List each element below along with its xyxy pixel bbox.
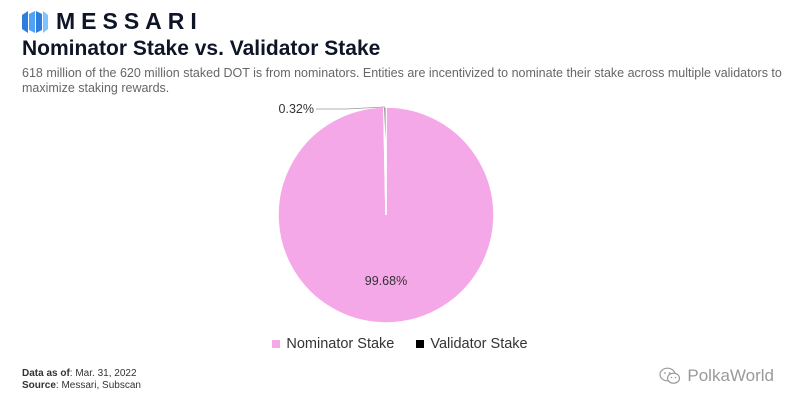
data-date-line: Data as of: Mar. 31, 2022 <box>22 368 141 380</box>
legend-item-validator: Validator Stake <box>416 336 528 352</box>
leader-line-validator <box>316 106 385 110</box>
watermark: PolkaWorld <box>659 366 774 386</box>
source-label: Source <box>22 380 56 391</box>
chart-subtitle: 618 million of the 620 million staked DO… <box>22 66 782 95</box>
pie-chart: 99.68% 0.32% <box>277 102 495 324</box>
chart-footer: Data as of: Mar. 31, 2022 Source: Messar… <box>22 368 141 392</box>
messari-logo: MESSARI <box>22 8 203 35</box>
data-label-validator: 0.32% <box>279 102 314 116</box>
legend-swatch-validator <box>416 340 425 348</box>
chart-title: Nominator Stake vs. Validator Stake <box>22 37 381 60</box>
legend-label-nominator: Nominator Stake <box>286 336 395 352</box>
watermark-text: PolkaWorld <box>687 366 774 385</box>
source-value: : Messari, Subscan <box>55 380 141 391</box>
data-date-value: : Mar. 31, 2022 <box>69 368 137 379</box>
legend-label-validator: Validator Stake <box>430 336 528 352</box>
chart-legend: Nominator Stake Validator Stake <box>0 336 800 352</box>
data-label-nominator: 99.68% <box>365 274 407 288</box>
legend-item-nominator: Nominator Stake <box>272 336 394 352</box>
data-date-label: Data as of <box>22 368 70 379</box>
wechat-icon <box>659 367 681 384</box>
messari-logo-icon <box>22 10 48 33</box>
legend-swatch-nominator <box>272 340 281 348</box>
brand-name: MESSARI <box>56 8 203 34</box>
source-line: Source: Messari, Subscan <box>22 380 141 392</box>
